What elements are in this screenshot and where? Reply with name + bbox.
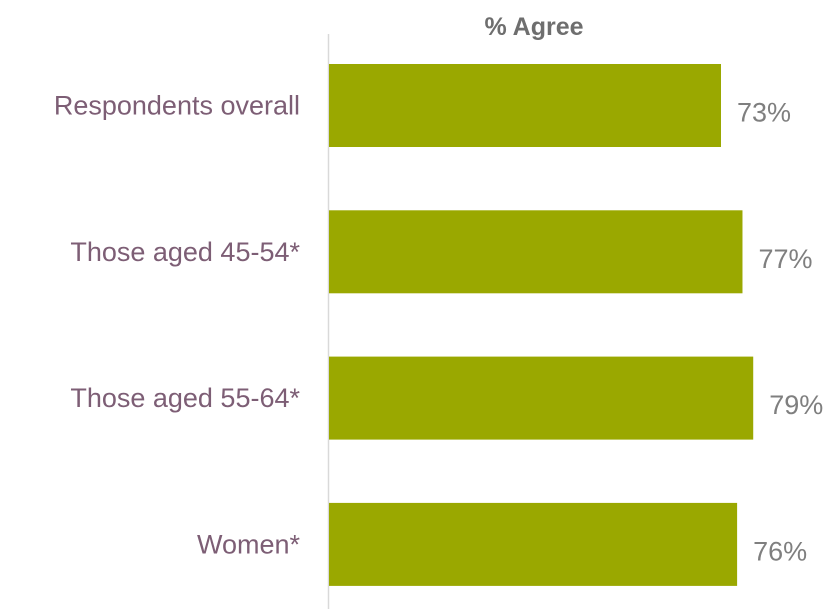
- bar: [329, 64, 721, 147]
- category-label: Those aged 55-64*: [70, 383, 300, 413]
- chart-title: % Agree: [484, 13, 583, 41]
- category-label: Those aged 45-54*: [70, 237, 300, 267]
- value-label: 76%: [753, 536, 807, 566]
- value-label: 77%: [758, 244, 812, 274]
- value-label: 73%: [737, 98, 791, 128]
- bar: [329, 210, 743, 294]
- bar: [329, 502, 738, 586]
- bar: [329, 356, 754, 440]
- category-label: Women*: [197, 529, 301, 559]
- category-label: Respondents overall: [54, 91, 300, 121]
- bar-marks: Respondents overall 73% Those aged 45-54* 7…: [54, 64, 823, 586]
- value-label: 79%: [769, 390, 823, 420]
